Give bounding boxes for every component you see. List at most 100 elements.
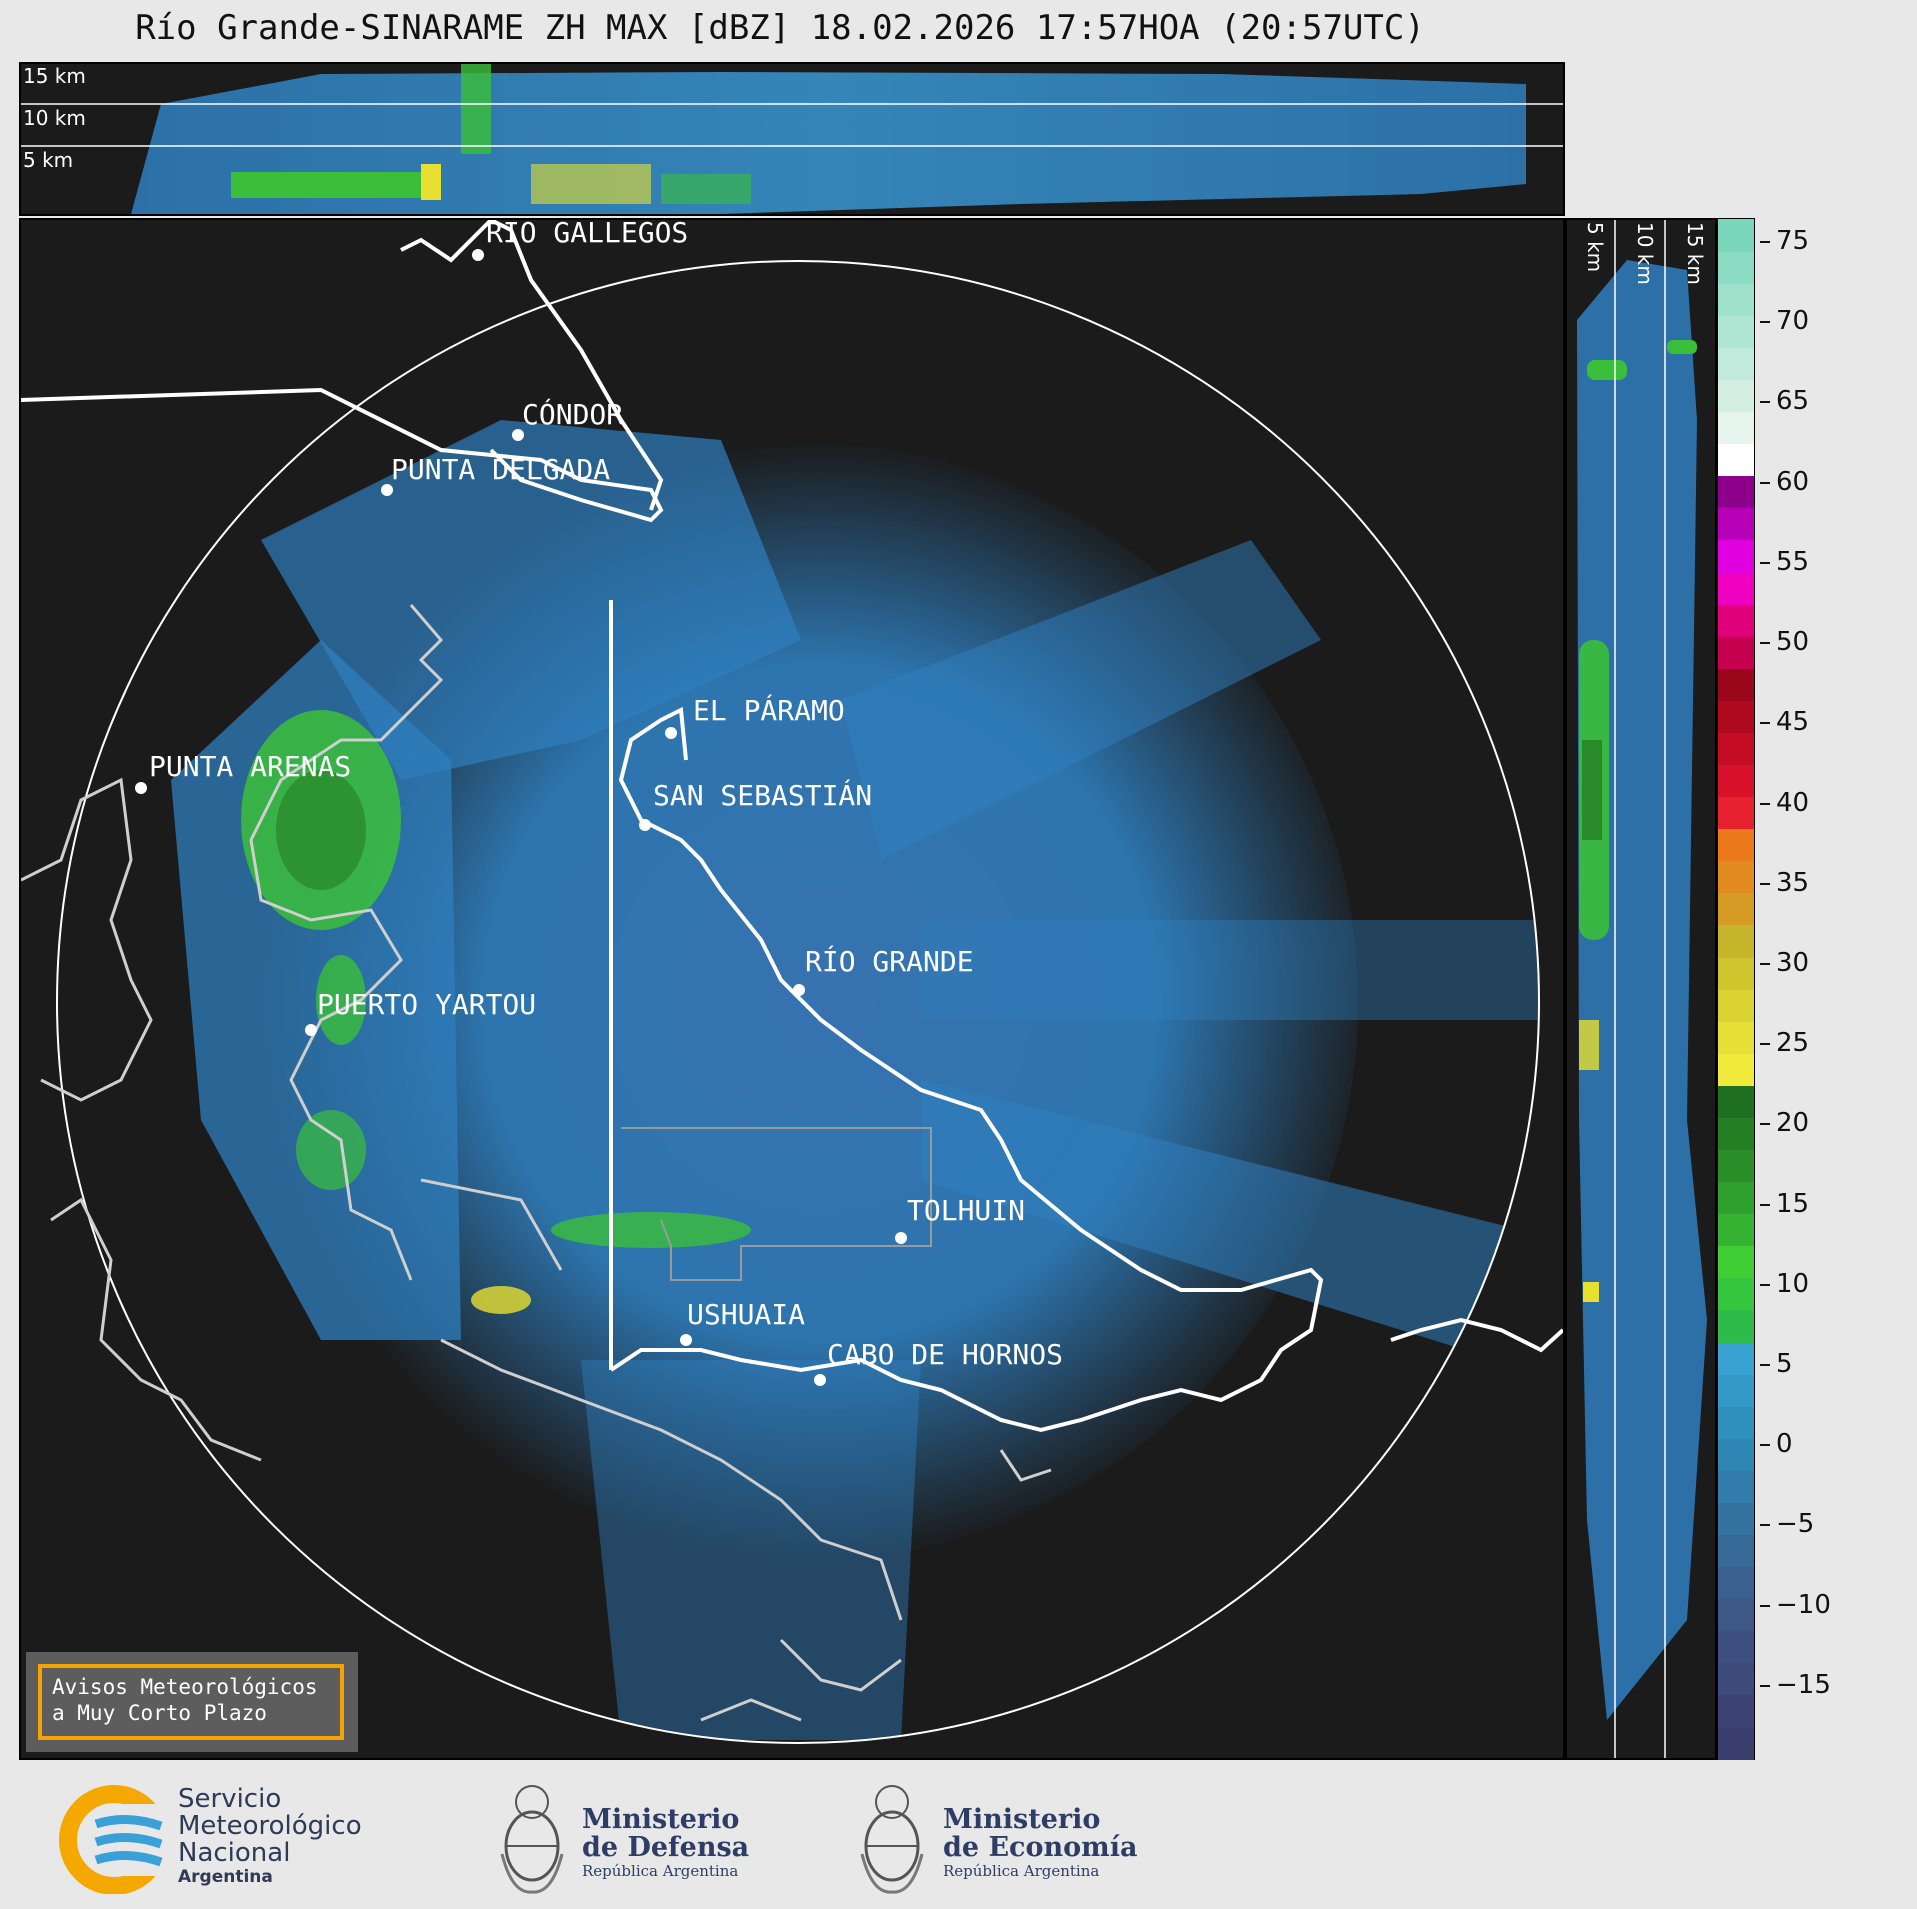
top-altitude-label-15: 15 km [23, 64, 86, 88]
colorbar-tick-label: 55 [1776, 546, 1810, 577]
colorbar-tick [1760, 1363, 1770, 1366]
colorbar-segment [1718, 1213, 1754, 1247]
colorbar-tick-label: 35 [1776, 867, 1810, 898]
colorbar-segment [1718, 828, 1754, 862]
coat-of-arms-economia-icon [860, 1785, 924, 1894]
colorbar-segment [1718, 571, 1754, 605]
warning-box[interactable]: Avisos Meteorológicos a Muy Corto Plazo [26, 1652, 358, 1752]
smn-logo-text: Servicio Meteorológico Nacional Argentin… [178, 1786, 362, 1888]
city-label-punta-delgada: PUNTA DELGADA [391, 453, 610, 486]
colorbar-segment [1718, 411, 1754, 445]
top-altitude-label-5: 5 km [23, 148, 74, 172]
radar-echoes [171, 420, 1539, 1740]
colorbar-segment [1718, 283, 1754, 316]
smn-line-2: Meteorológico [178, 1811, 362, 1841]
defensa-line-3: República Argentina [582, 1862, 739, 1880]
colorbar-segment [1718, 1181, 1754, 1215]
colorbar-tick [1760, 481, 1770, 484]
colorbar-tick-label: 70 [1776, 306, 1810, 337]
defensa-line-1: Ministerio [582, 1804, 740, 1835]
city-markers [135, 249, 907, 1386]
colorbar-segment [1718, 1309, 1754, 1343]
radar-map-graphic: RÍO GALLEGOS CÓNDOR PUNTA DELGADA EL PÁR… [21, 220, 1563, 1744]
colorbar-segment [1718, 1502, 1754, 1535]
colorbar-tick [1760, 1283, 1770, 1286]
radar-range-ring [56, 260, 1540, 1744]
colorbar-segment [1718, 796, 1754, 830]
colorbar-tick [1760, 321, 1770, 324]
colorbar-tick-label: 65 [1776, 386, 1810, 417]
colorbar-tick-label: 40 [1776, 787, 1810, 818]
colorbar-tick [1760, 1524, 1770, 1527]
city-label-rio-grande: RÍO GRANDE [805, 944, 974, 978]
economia-line-3: República Argentina [943, 1862, 1100, 1880]
warning-line-1: Avisos Meteorológicos [52, 1675, 318, 1699]
colorbar-tick [1760, 1684, 1770, 1687]
colorbar-segment [1718, 379, 1754, 413]
city-label-condor: CÓNDOR [522, 397, 623, 431]
colorbar-segment [1718, 636, 1754, 669]
colorbar-segment [1718, 347, 1754, 380]
colorbar-tick-label: 60 [1776, 466, 1810, 497]
colorbar-segment [1718, 604, 1754, 637]
colorbar-tick-label: 75 [1776, 226, 1810, 257]
colorbar-tick [1760, 1043, 1770, 1046]
top-cross-section-graphic [21, 64, 1563, 214]
radar-map-panel[interactable]: RÍO GALLEGOS CÓNDOR PUNTA DELGADA EL PÁR… [19, 218, 1565, 1760]
colorbar-tick [1760, 1444, 1770, 1447]
colorbar-tick-labels: 75 70 65 60 55 50 45 40 35 30 25 20 15 10 5 0 −5 −10 −15 [1760, 218, 1890, 1760]
economia-line-1: Ministerio [943, 1804, 1101, 1835]
colorbar-tick-label: 30 [1776, 947, 1810, 978]
colorbar-tick-label: 5 [1776, 1348, 1793, 1379]
warning-link[interactable]: Avisos Meteorológicos a Muy Corto Plazo [38, 1664, 344, 1740]
colorbar-segment [1718, 1149, 1754, 1183]
colorbar-tick-label: −10 [1776, 1589, 1831, 1620]
colorbar-segment [1718, 1053, 1754, 1086]
colorbar-segment [1718, 1726, 1754, 1760]
dbz-colorbar [1717, 218, 1755, 1760]
colorbar-segment [1718, 764, 1754, 798]
colorbar-tick [1760, 1604, 1770, 1607]
colorbar-segment [1718, 924, 1754, 958]
top-altitude-label-10: 10 km [23, 106, 86, 130]
colorbar-segment [1718, 700, 1754, 733]
colorbar-segment [1718, 1117, 1754, 1150]
city-label-el-paramo: EL PÁRAMO [693, 693, 845, 727]
colorbar-tick-label: 45 [1776, 707, 1810, 738]
colorbar-segment [1718, 1630, 1754, 1664]
colorbar-segment [1718, 732, 1754, 765]
defensa-line-2: de Defensa [582, 1832, 750, 1863]
colorbar-segment [1718, 668, 1754, 701]
warning-line-2: a Muy Corto Plazo [52, 1701, 267, 1725]
colorbar-segment [1718, 1245, 1754, 1279]
colorbar-segment [1718, 475, 1754, 509]
colorbar-tick [1760, 241, 1770, 244]
colorbar-segment [1718, 1374, 1754, 1407]
colorbar-segment [1718, 1277, 1754, 1311]
colorbar-tick [1760, 1123, 1770, 1126]
smn-logo-icon [59, 1785, 176, 1894]
colorbar-tick-label: 50 [1776, 627, 1810, 658]
colorbar-segment [1718, 860, 1754, 894]
coat-of-arms-defensa-icon [500, 1785, 564, 1894]
province-outline [621, 1127, 932, 1281]
economia-line-2: de Economía [943, 1832, 1138, 1863]
colorbar-segment [1718, 219, 1754, 252]
city-label-rio-gallegos: RÍO GALLEGOS [486, 220, 688, 249]
colorbar-tick-label: −5 [1776, 1509, 1815, 1540]
city-label-cabo-de-hornos: CABO DE HORNOS [827, 1338, 1063, 1371]
colorbar-tick-label: 20 [1776, 1108, 1810, 1139]
colorbar-tick-label: −15 [1776, 1669, 1831, 1700]
city-label-puerto-yartou: PUERTO YARTOU [317, 988, 536, 1021]
colorbar-segment [1718, 1085, 1754, 1118]
colorbar-tick-label: 0 [1776, 1429, 1793, 1460]
colorbar-segment [1718, 1662, 1754, 1696]
smn-line-4: Argentina [178, 1867, 273, 1887]
colorbar-segment [1718, 1598, 1754, 1632]
colorbar-tick-label: 15 [1776, 1188, 1810, 1219]
colorbar-segment [1718, 315, 1754, 348]
side-altitude-label-15: 15 km [1683, 222, 1707, 285]
colorbar-segment [1718, 892, 1754, 926]
side-altitude-label-5: 5 km [1583, 222, 1607, 273]
colorbar-segment [1718, 443, 1754, 477]
